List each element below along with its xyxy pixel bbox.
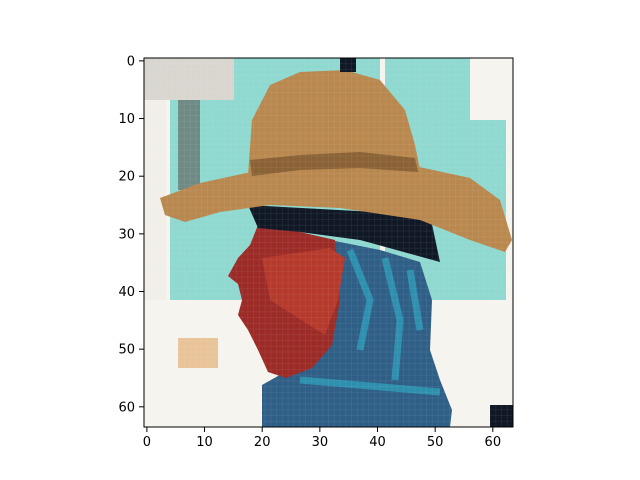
x-tick-label: 40 <box>369 435 386 450</box>
hat-brim <box>160 160 512 252</box>
y-axis-ticks: 0 10 20 30 40 50 60 <box>118 54 144 415</box>
x-tick-label: 60 <box>485 435 502 450</box>
face-mask <box>262 248 345 335</box>
y-tick-label: 10 <box>118 112 135 127</box>
ground-patch <box>178 338 218 368</box>
x-axis-ticks: 0 10 20 30 40 50 60 <box>143 427 501 450</box>
y-tick-label: 40 <box>118 285 135 300</box>
post-shadow <box>178 100 200 190</box>
pixel-grid <box>144 58 513 427</box>
top-awning <box>144 58 234 100</box>
x-tick-label: 20 <box>254 435 271 450</box>
hat-crown <box>248 70 420 176</box>
x-tick-label: 0 <box>143 435 151 450</box>
bottom-right-dark <box>490 405 513 427</box>
x-tick-label: 10 <box>196 435 213 450</box>
y-tick-label: 50 <box>118 343 135 358</box>
axes-frame <box>143 57 514 428</box>
image-area <box>144 58 513 427</box>
x-tick-label: 30 <box>312 435 329 450</box>
x-tick-label: 50 <box>427 435 444 450</box>
y-tick-label: 30 <box>118 227 135 242</box>
top-dark-detail <box>340 58 356 72</box>
y-tick-label: 20 <box>118 170 135 185</box>
hat-band <box>250 152 418 176</box>
scarf-stripes <box>299 248 441 396</box>
y-tick-label: 0 <box>127 54 135 69</box>
hat-shadow <box>248 205 440 262</box>
y-tick-label: 60 <box>118 400 135 415</box>
